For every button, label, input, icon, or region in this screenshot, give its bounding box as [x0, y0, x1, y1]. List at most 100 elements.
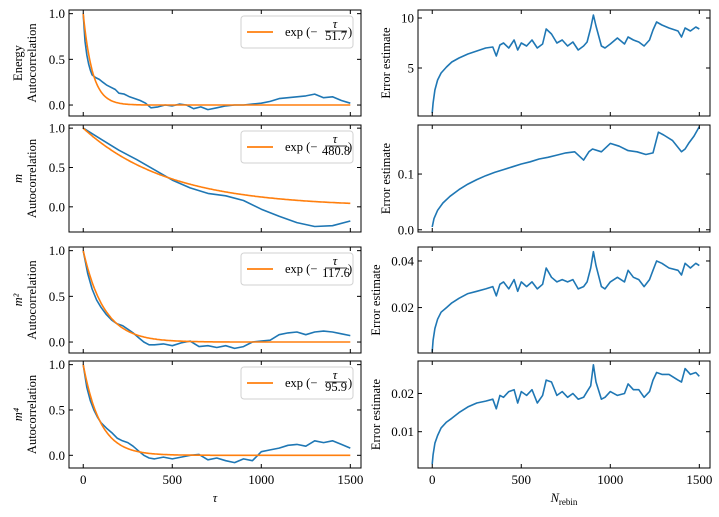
legend-tau-value: 480.8	[322, 144, 350, 158]
plot-area	[82, 127, 351, 228]
y-tick-label: 0.5	[49, 402, 65, 417]
y-tick-label: 0.0	[49, 448, 65, 463]
legend-box	[240, 130, 354, 164]
y-tick-label: 10	[401, 11, 414, 26]
y-axis-label-line2: Autocorrelation	[25, 374, 39, 454]
y-axis-label: Error estimate	[369, 264, 383, 336]
y-axis-label: Error estimate	[379, 142, 393, 214]
series-line-data	[431, 14, 700, 114]
series-line-data	[431, 250, 700, 352]
legend-label: exp (−	[285, 262, 317, 276]
y-tick-label: 0.02	[391, 300, 414, 315]
axes-frame	[68, 124, 362, 233]
plot-area	[82, 250, 351, 350]
y-tick-label: 0.04	[391, 253, 414, 268]
plot-area	[82, 13, 351, 111]
legend-tau: τ	[333, 17, 338, 31]
series-line-exp-fit	[82, 250, 351, 343]
series-line-data	[82, 13, 351, 111]
x-tick-label: 500	[163, 472, 183, 487]
legend-fraction: τ95.9	[325, 368, 347, 394]
y-axis-label: Error estimate	[369, 378, 383, 450]
y-tick-label: 5	[408, 61, 415, 76]
panel-m2-error: 0.02 0.04 Error estimate	[369, 246, 711, 354]
legend-tau: τ	[333, 368, 338, 382]
y-axis-label: Error estimate	[379, 27, 393, 99]
plot-area	[431, 364, 700, 465]
legend-close-paren: )	[348, 376, 352, 390]
legend-fraction: τ51.7	[325, 17, 347, 43]
y-tick-label: 0.5	[49, 289, 65, 304]
plot-area	[431, 126, 700, 228]
legend-tau-value: 95.9	[325, 380, 347, 394]
legend-tau-value: 117.6	[322, 266, 350, 280]
axes-frame	[417, 124, 711, 233]
legend-tau-value: 51.7	[325, 29, 347, 43]
y-tick-label: 0.0	[398, 222, 414, 237]
panel-energy-autocorr: 0.0 0.5 1.0 Energy Autocorrelation exp (− τ51.…	[11, 6, 362, 117]
x-tick-label: 0	[429, 472, 436, 487]
y-tick-label: 0.02	[391, 386, 414, 401]
y-tick-label: 0.5	[49, 160, 65, 175]
x-tick-label: 500	[512, 472, 532, 487]
series-line-exp-fit	[82, 13, 351, 106]
series-line-data	[431, 126, 700, 228]
plot-area	[431, 250, 700, 352]
series-line-data	[82, 364, 351, 464]
x-tick-label: 0	[80, 472, 87, 487]
panel-m4-error: 0 500 1000 1500 0.01 0.02 Error estimate Nrebin	[369, 360, 712, 507]
plot-area	[82, 364, 351, 464]
y-tick-label: 0.01	[391, 424, 414, 439]
legend-label: exp (−	[285, 25, 317, 39]
legend-label: exp (−	[285, 140, 317, 154]
legend-box	[240, 15, 354, 49]
legend: exp (− τ95.9)	[240, 366, 354, 400]
legend-tau: τ	[333, 132, 338, 146]
legend-tau: τ	[333, 254, 338, 268]
axes-frame	[417, 9, 711, 117]
series-line-data	[431, 364, 700, 465]
y-axis-label-line1: m	[11, 174, 25, 183]
series-line-exp-fit	[82, 364, 351, 457]
y-tick-label: 1.0	[49, 121, 65, 136]
y-axis-label-line2: Autocorrelation	[25, 260, 39, 340]
x-tick-label: 1000	[597, 472, 623, 487]
y-tick-label: 1.0	[49, 357, 65, 372]
y-axis-label-line1: Energy	[11, 44, 25, 81]
y-tick-label: 0.0	[49, 199, 65, 214]
x-tick-label: 1500	[337, 472, 363, 487]
x-tick-label: 1000	[248, 472, 274, 487]
y-tick-label: 0.5	[49, 52, 65, 67]
series-line-exp-fit	[82, 127, 351, 205]
y-tick-label: 1.0	[49, 6, 65, 21]
axes-frame	[417, 246, 711, 354]
y-tick-label: 1.0	[49, 243, 65, 258]
x-tick-label: 1500	[686, 472, 712, 487]
legend-box	[240, 252, 354, 286]
y-tick-label: 0.0	[49, 335, 65, 350]
legend-close-paren: )	[348, 262, 352, 276]
y-axis-label-line2: Autocorrelation	[25, 23, 39, 103]
legend-label: exp (−	[285, 376, 317, 390]
legend-close-paren: )	[348, 140, 352, 154]
y-tick-label: 0.0	[49, 98, 65, 113]
axes-frame	[417, 360, 711, 469]
axes-frame	[68, 360, 362, 469]
x-axis-label: Nrebin	[550, 491, 578, 507]
y-axis-label-line1: m²	[11, 293, 25, 306]
legend-close-paren: )	[348, 25, 352, 39]
axes-frame	[68, 246, 362, 354]
legend-box	[240, 366, 354, 400]
panel-energy-error: 5 10 Error estimate	[379, 9, 711, 117]
y-tick-label: 0.1	[398, 167, 414, 182]
y-axis-label-line2: Autocorrelation	[25, 138, 39, 218]
axes-frame	[68, 9, 362, 117]
